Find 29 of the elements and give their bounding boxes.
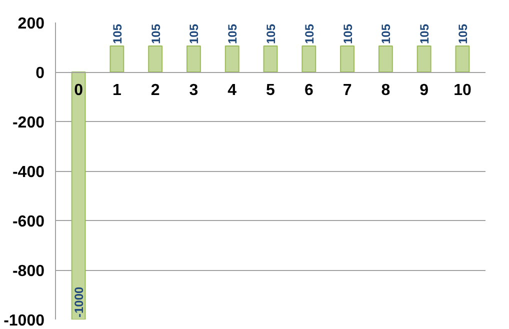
x-tick-label: 0 [74, 82, 84, 99]
x-tick-label: 3 [189, 82, 198, 99]
x-tick-label: 9 [420, 82, 429, 99]
y-tick-label: -1000 [4, 312, 45, 329]
x-tick-label: 2 [150, 82, 160, 99]
data-label: -1000 [72, 286, 86, 318]
data-label: 105 [110, 24, 124, 44]
y-tick-label: -800 [12, 263, 45, 280]
data-label: 105 [340, 24, 355, 44]
y-tick-label: -400 [12, 164, 45, 181]
x-tick-label: 5 [266, 82, 276, 99]
x-tick-label: 10 [454, 82, 472, 99]
data-label: 105 [148, 24, 163, 44]
y-tick-label: 200 [18, 16, 45, 32]
data-label: 105 [418, 24, 432, 44]
data-label: 105 [302, 24, 316, 44]
data-label: 105 [379, 24, 394, 44]
y-tick-label: 0 [36, 65, 45, 82]
x-tick-label: 8 [381, 82, 390, 99]
x-tick-label: 4 [228, 82, 237, 99]
y-tick-label: -600 [12, 214, 45, 230]
data-label: 105 [264, 24, 278, 44]
data-label: 105 [187, 24, 202, 44]
x-tick-label: 1 [112, 82, 122, 99]
data-label: 105 [456, 24, 470, 44]
y-tick-label: -200 [12, 114, 45, 132]
x-tick-label: 7 [342, 82, 352, 99]
x-tick-label: 6 [304, 82, 314, 99]
data-label: 105 [226, 24, 240, 44]
